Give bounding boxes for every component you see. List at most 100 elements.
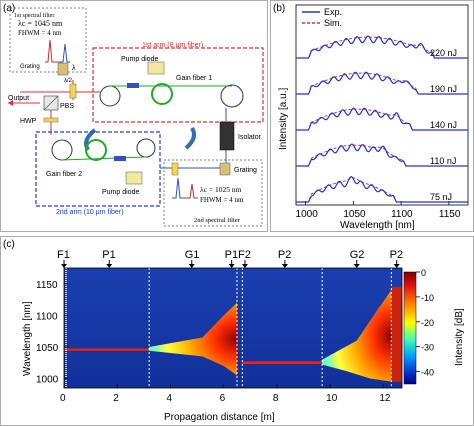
half-wave-label: λ/2: [64, 78, 73, 84]
arm2-box: [35, 131, 161, 207]
grating2-label: Grating: [234, 167, 257, 174]
plot-frame: [295, 4, 469, 206]
spectra-chart: (b) Intensity [a.u.] Wavelength [nm] 100…: [270, 0, 474, 232]
segment-marker: P2: [390, 249, 403, 261]
filter2-lambda: λc = 1025 nm: [200, 185, 242, 194]
x-tick-label: 0: [60, 393, 66, 404]
plot-frame: [63, 267, 403, 389]
panel-a-label: (a): [3, 3, 15, 14]
y-tick-label: 1000: [36, 375, 59, 386]
pump2-icon: [125, 171, 143, 185]
waveplate-icon: [171, 162, 179, 176]
gain1-label: Gain fiber 1: [176, 75, 212, 82]
broadening-region-1: [149, 302, 237, 376]
marker-arrowhead-icon: [106, 264, 113, 268]
colorbar-tick-label: -30: [421, 343, 434, 353]
isolator-label: Isolator: [238, 134, 262, 141]
segment-marker: P1: [102, 249, 115, 261]
grating2-icon: [219, 162, 231, 176]
lambda-symbol: λ: [72, 65, 76, 72]
gain1-coil-icon: [151, 83, 173, 105]
segment-marker: F2: [238, 249, 251, 261]
exp-trace: [296, 143, 468, 167]
legend-exp: Exp.: [324, 7, 342, 17]
colorbar-tick-label: -20: [421, 318, 434, 328]
marker-arrowhead-icon: [228, 264, 235, 268]
gain2-coil-icon: [85, 139, 107, 161]
isolator-icon: [219, 121, 235, 151]
energy-label: 190 nJ: [430, 84, 457, 94]
fiber-coil-icon: [220, 84, 244, 108]
pbs-label: PBS: [60, 103, 74, 110]
segment-marker: P2: [278, 249, 291, 261]
grating1-label: Grating: [20, 64, 40, 70]
setup-schematic: (a) 1st spectral filter λc = 1045 nm FHW…: [0, 0, 268, 232]
marker-arrowhead-icon: [241, 264, 248, 268]
output-arrow-icon: [8, 100, 13, 106]
energy-label: 75 nJ: [430, 192, 452, 202]
x-tick-label: 1000: [296, 209, 319, 220]
colorbar: [403, 271, 417, 385]
broadening-region-3: [391, 286, 402, 382]
pump1-icon: [147, 61, 165, 75]
waveplate-icon: [69, 83, 77, 99]
colorbar-label: Intensity [dB]: [454, 308, 465, 366]
energy-label: 220 nJ: [430, 48, 457, 58]
marker-arrowhead-icon: [281, 264, 288, 268]
arm1-box: [92, 47, 264, 123]
energy-label: 140 nJ: [430, 120, 457, 130]
arm2-label: 2nd arm (10 μm fiber): [56, 209, 123, 216]
x-tick-label: 1050: [343, 209, 366, 220]
exp-trace: [296, 176, 468, 203]
segment-marker: P1: [225, 249, 238, 261]
x-tick-label: 10: [326, 393, 338, 404]
output-label: Output: [8, 95, 29, 102]
segment-marker: F1: [57, 249, 70, 261]
gain2-label: Gain fiber 2: [46, 171, 82, 178]
filter1-spectrum-blue-icon: [60, 43, 70, 63]
sim-trace: [296, 144, 468, 167]
y-tick-label: 1150: [36, 280, 58, 291]
hwp-icon: [43, 117, 59, 123]
panel-c-label: (c): [3, 239, 15, 250]
x-tick-label: 8: [273, 393, 279, 404]
pump1-label: Pump diode: [121, 56, 158, 63]
segment-marker: G1: [185, 249, 200, 261]
combiner-icon: [127, 83, 139, 88]
y-tick-label: 1050: [36, 343, 59, 354]
filter1-fwhm: FHWM = 4 nm: [18, 29, 62, 37]
marker-arrowhead-icon: [353, 264, 360, 268]
marker-arrowhead-icon: [393, 264, 400, 268]
narrow-band: [64, 348, 150, 351]
exp-trace: [296, 107, 468, 131]
filter2-fwhm: FHWM = 4 nm: [200, 196, 244, 204]
filter2-spectrum-icon: [172, 177, 186, 199]
x-tick-label: 1100: [391, 209, 413, 220]
filter1-box: [9, 7, 87, 73]
colorbar-tick-label: -40: [421, 368, 434, 378]
y-tick-label: 1100: [36, 311, 58, 322]
gain2-fiber: [61, 156, 147, 161]
pbs-icon: [43, 95, 59, 111]
energy-label: 110 nJ: [430, 156, 456, 166]
x-tick-label: 4: [166, 393, 172, 404]
exp-trace: [296, 35, 468, 59]
panel-b-label: (b): [273, 3, 285, 14]
exp-trace: [296, 71, 468, 95]
filter1-title: 1st spectral filter: [14, 12, 54, 19]
broadening-region-2: [322, 290, 392, 382]
combiner-icon: [114, 156, 126, 161]
narrow-band: [242, 361, 323, 364]
x-tick-label: 12: [379, 393, 391, 404]
x-tick-label: 1150: [439, 209, 461, 220]
y-axis-label: Intensity [a.u.]: [278, 88, 289, 150]
x-axis-label: Wavelength [nm]: [340, 220, 415, 231]
segment-marker: G2: [350, 249, 365, 261]
hwp-label: HWP: [20, 118, 37, 125]
marker-arrowhead-icon: [61, 264, 67, 268]
colorbar-tick-label: 0: [421, 268, 426, 278]
filter2-box: [163, 159, 263, 227]
grating1-icon: [57, 62, 69, 76]
legend-sim: Sim.: [324, 18, 342, 28]
